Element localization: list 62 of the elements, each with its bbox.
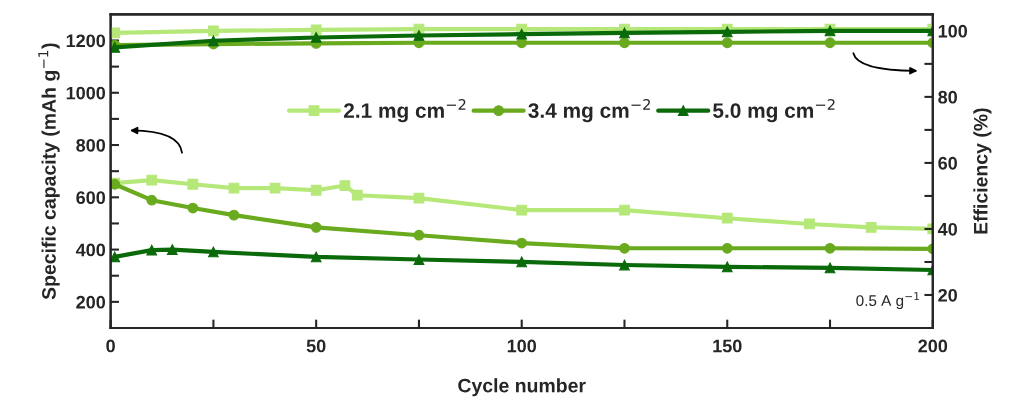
point [721,37,733,49]
y2-tick-label: 100 [938,24,968,38]
y2-tick-label: 60 [938,156,957,170]
point [269,182,281,194]
point [208,246,219,258]
point [619,242,630,254]
y-tick-label: 600 [76,191,106,205]
point [721,242,733,254]
annotation: 0.5 A g$^{−1}$ [856,292,920,310]
point [516,256,528,268]
point [619,37,630,49]
x-axis-title: Cycle number [458,378,586,397]
point [516,28,528,40]
point [310,184,322,196]
y2-axis-title: Efficiency (%) [973,108,992,234]
point [146,194,158,206]
y-tick-label: 800 [76,138,106,152]
point [310,24,322,36]
point [516,204,528,216]
legend-label: 3.4 mg cm$^{−2}$ [528,98,650,123]
y-tick-label: 400 [75,243,106,257]
point [721,212,733,224]
y-axis-title: Specific capacity (mAh g$^{−1}$) [38,43,60,300]
point [413,229,425,241]
point [516,237,528,249]
point [351,189,363,201]
point [721,261,733,273]
point [228,209,240,221]
point [339,180,351,191]
x-tick-label: 0 [106,339,115,353]
point [619,27,630,39]
point [187,178,199,190]
y2-tick-label: 40 [937,222,957,236]
point [824,262,836,274]
point [310,251,322,263]
point [187,202,199,214]
legend-label: 2.1 mg cm$^{−2}$ [343,98,466,123]
point [619,204,630,216]
y2-tick-label: 80 [938,90,957,104]
point [166,244,178,255]
legend-label: 5.0 mg cm$^{−2}$ [713,98,835,123]
y2-tick-label: 20 [938,288,957,302]
y-tick-label: 1000 [66,86,106,100]
x-tick-label: 50 [306,339,326,353]
point [310,221,322,233]
point [824,242,836,254]
point [146,174,158,186]
point [310,32,322,43]
x-tick-label: 150 [713,339,742,353]
y-tick-label: 1200 [66,34,106,48]
point [824,37,836,49]
point [110,251,121,263]
point [804,218,815,230]
point [865,221,877,233]
point [208,25,219,37]
x-tick-label: 100 [507,339,537,353]
point [619,259,630,271]
x-tick-label: 200 [918,339,948,353]
point [228,182,240,194]
y-tick-label: 200 [76,295,106,309]
point [413,30,425,41]
point [413,254,425,265]
